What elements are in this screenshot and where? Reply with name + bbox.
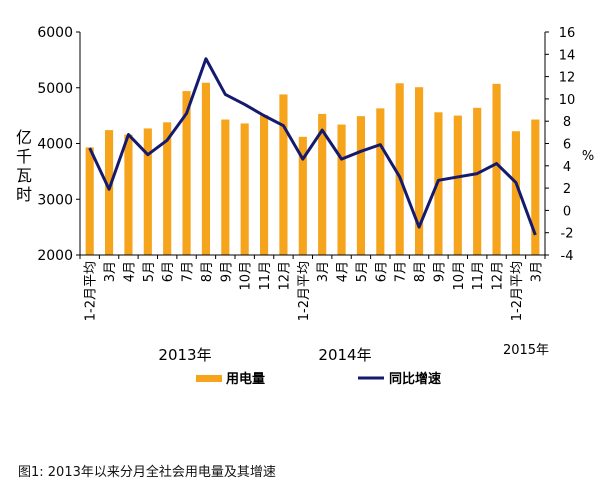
bar xyxy=(473,107,482,255)
bar xyxy=(143,128,152,255)
right-tick-label: 2 xyxy=(563,182,571,197)
bar xyxy=(453,115,462,255)
bar xyxy=(414,87,424,255)
bar xyxy=(395,83,404,255)
left-tick-label: 2000 xyxy=(37,248,73,264)
bar xyxy=(104,130,114,255)
x-tick-label: 8月 xyxy=(413,261,428,282)
bar xyxy=(85,147,94,255)
right-tick-label: 4 xyxy=(563,160,571,175)
right-tick-label: 12 xyxy=(559,71,576,86)
bar xyxy=(337,124,346,255)
bar xyxy=(124,134,133,255)
x-tick-label: 3月 xyxy=(316,261,331,282)
x-tick-label: 6月 xyxy=(161,261,176,282)
x-tick-label: 7月 xyxy=(394,261,409,282)
series-line xyxy=(88,57,537,236)
bar xyxy=(492,83,501,255)
right-tick-label: 10 xyxy=(559,93,576,108)
x-tick-label: 4月 xyxy=(336,261,351,282)
x-tick-label: 3月 xyxy=(529,261,544,282)
bar xyxy=(531,119,540,255)
right-tick-label: -2 xyxy=(561,227,574,242)
right-tick-label: 16 xyxy=(559,26,576,41)
right-axis-title: % xyxy=(582,149,594,164)
x-tick-label: 3月 xyxy=(103,261,118,282)
x-tick-label: 7月 xyxy=(181,261,196,282)
year-label: 2015年 xyxy=(503,343,549,358)
year-label: 2013年 xyxy=(158,346,211,364)
x-tick-label: 12月 xyxy=(491,261,506,291)
x-tick-label: 10月 xyxy=(239,261,254,291)
x-tick-label: 8月 xyxy=(200,261,215,282)
x-tick-label: 5月 xyxy=(355,261,370,282)
x-tick-label: 10月 xyxy=(452,261,467,291)
left-axis-title-char: 千 xyxy=(16,147,32,166)
left-tick-label: 5000 xyxy=(37,81,73,97)
left-tick-label: 4000 xyxy=(37,137,73,153)
x-tick-label: 5月 xyxy=(142,261,157,282)
x-tick-label: 4月 xyxy=(122,261,137,282)
right-tick-label: 8 xyxy=(563,115,571,130)
bar xyxy=(279,94,288,255)
bar xyxy=(201,82,211,255)
left-tick-label: 6000 xyxy=(37,25,73,41)
left-axis-title-char: 时 xyxy=(16,185,32,204)
left-axis-title-char: 亿 xyxy=(16,128,32,147)
x-tick-label: 12月 xyxy=(277,261,292,291)
left-axis-title-char: 瓦 xyxy=(16,166,32,185)
x-tick-label: 1-2月平均 xyxy=(84,261,99,321)
bar xyxy=(259,115,269,255)
bar xyxy=(240,123,249,256)
right-tick-label: 0 xyxy=(563,204,571,219)
x-tick-label: 6月 xyxy=(374,261,389,282)
x-tick-label: 9月 xyxy=(219,261,234,282)
figure-caption: 图1: 2013年以来分月全社会用电量及其增速 xyxy=(18,465,276,480)
x-tick-label: 11月 xyxy=(258,261,273,291)
x-tick-label: 1-2月平均 xyxy=(297,261,312,321)
right-tick-label: -4 xyxy=(561,249,574,264)
bar xyxy=(182,91,191,255)
x-tick-label: 11月 xyxy=(471,261,486,291)
legend-bar-label: 用电量 xyxy=(225,371,265,387)
bar xyxy=(376,108,385,255)
bar xyxy=(511,131,521,255)
legend-bar-swatch xyxy=(196,375,222,382)
right-tick-label: 14 xyxy=(559,48,576,63)
left-tick-label: 3000 xyxy=(37,192,73,208)
bar xyxy=(318,113,327,255)
year-label: 2014年 xyxy=(318,346,371,364)
bar xyxy=(221,119,230,255)
x-tick-label: 9月 xyxy=(432,261,447,282)
right-tick-label: 6 xyxy=(563,138,571,153)
legend-line-label: 同比增速 xyxy=(389,371,441,387)
bar xyxy=(356,116,366,256)
bar xyxy=(163,122,172,255)
x-tick-label: 1-2月平均 xyxy=(510,261,525,321)
bar xyxy=(298,136,307,255)
